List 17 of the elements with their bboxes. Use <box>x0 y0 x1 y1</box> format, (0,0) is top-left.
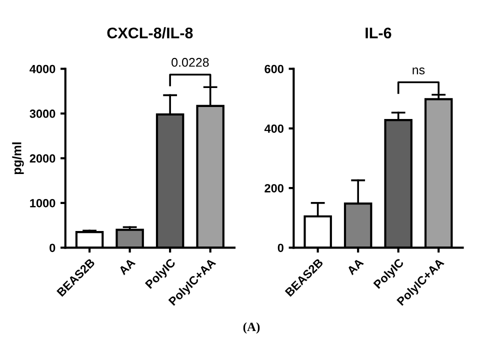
chart-title: CXCL-8/IL-8 <box>107 27 193 39</box>
y-tick-label: 4000 <box>30 64 56 74</box>
x-tick-label: AA <box>346 258 364 276</box>
y-tick-label: 0 <box>50 244 56 252</box>
y-tick-label: 200 <box>264 184 284 192</box>
y-axis-title: pg/ml <box>12 142 24 174</box>
text: (A) <box>243 322 260 334</box>
chart-title: IL-6 <box>366 28 392 38</box>
y-tick-label: 3000 <box>30 110 56 118</box>
text: 0.0228 <box>172 58 209 67</box>
y-tick-label: 1000 <box>30 198 56 208</box>
y-tick-label: 0 <box>278 244 284 252</box>
y-tick-label: 400 <box>264 124 284 133</box>
y-tick-label: 600 <box>264 64 284 74</box>
y-tick-label: 2000 <box>30 154 56 163</box>
annotation: ns <box>412 68 425 74</box>
x-tick-label: AA <box>118 258 136 276</box>
